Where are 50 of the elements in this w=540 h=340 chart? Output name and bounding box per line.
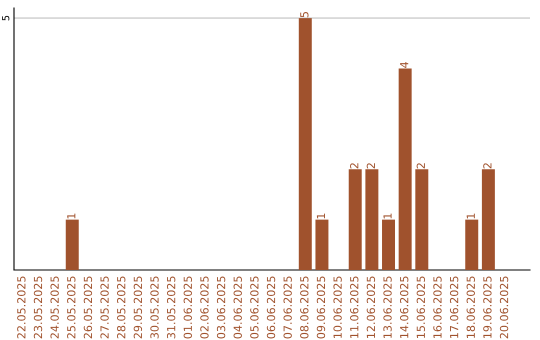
x-tick-label: 06.06.2025 bbox=[266, 276, 276, 338]
data-label: 1 bbox=[383, 214, 392, 218]
bar bbox=[415, 169, 428, 270]
x-tick-label: 01.06.2025 bbox=[184, 276, 192, 338]
x-tick-label: 24.05.2025 bbox=[50, 276, 59, 338]
x-tick-label: 15.06.2025 bbox=[416, 276, 426, 338]
x-tick-label: 05.06.2025 bbox=[250, 276, 259, 338]
data-label: 2 bbox=[366, 163, 375, 168]
data-label: 1 bbox=[316, 214, 325, 218]
data-label: 2 bbox=[483, 163, 492, 168]
x-tick-label: 29.05.2025 bbox=[134, 276, 142, 338]
data-label: 5 bbox=[300, 12, 309, 18]
bar bbox=[482, 169, 495, 270]
data-label: 1 bbox=[67, 214, 76, 218]
bar bbox=[398, 68, 412, 270]
bar bbox=[66, 220, 79, 270]
x-tick-label: 09.06.2025 bbox=[316, 276, 326, 338]
x-tick-label: 10.06.2025 bbox=[333, 276, 342, 338]
x-tick-label: 07.06.2025 bbox=[283, 276, 292, 338]
x-tick-label: 02.06.2025 bbox=[200, 276, 209, 338]
x-tick-label: 23.05.2025 bbox=[34, 276, 42, 338]
x-tick-label: 27.05.2025 bbox=[100, 276, 109, 338]
x-tick-label: 17.06.2025 bbox=[450, 276, 458, 338]
x-tick-label: 30.05.2025 bbox=[150, 276, 159, 338]
x-tick-label: 19.06.2025 bbox=[483, 276, 492, 338]
data-label: 2 bbox=[350, 163, 358, 168]
x-tick-label: 08.06.2025 bbox=[300, 276, 309, 338]
bar bbox=[315, 220, 328, 270]
x-tick-label: 22.05.2025 bbox=[17, 276, 26, 338]
x-tick-label: 13.06.2025 bbox=[383, 276, 392, 338]
x-tick-label: 31.05.2025 bbox=[166, 276, 176, 338]
x-tick-label: 04.06.2025 bbox=[234, 276, 242, 338]
x-tick-label: 18.06.2025 bbox=[466, 276, 475, 338]
bar bbox=[348, 169, 362, 270]
data-label: 4 bbox=[400, 62, 408, 68]
x-tick-label: 20.06.2025 bbox=[500, 276, 508, 338]
x-tick-label: 25.05.2025 bbox=[67, 276, 76, 338]
x-tick-label: 14.06.2025 bbox=[400, 276, 408, 338]
x-tick-label: 03.06.2025 bbox=[216, 276, 226, 338]
bar bbox=[298, 18, 312, 270]
bar bbox=[382, 220, 396, 270]
x-tick-label: 16.06.2025 bbox=[433, 276, 442, 338]
x-tick-label: 12.06.2025 bbox=[366, 276, 376, 338]
x-tick-label: 26.05.2025 bbox=[84, 276, 92, 338]
data-label: 1 bbox=[466, 214, 475, 218]
x-tick-label: 28.05.2025 bbox=[117, 276, 126, 338]
x-tick-label: 11.06.2025 bbox=[350, 276, 358, 338]
bar bbox=[465, 220, 478, 270]
bar bbox=[365, 169, 378, 270]
data-label: 2 bbox=[416, 163, 425, 168]
